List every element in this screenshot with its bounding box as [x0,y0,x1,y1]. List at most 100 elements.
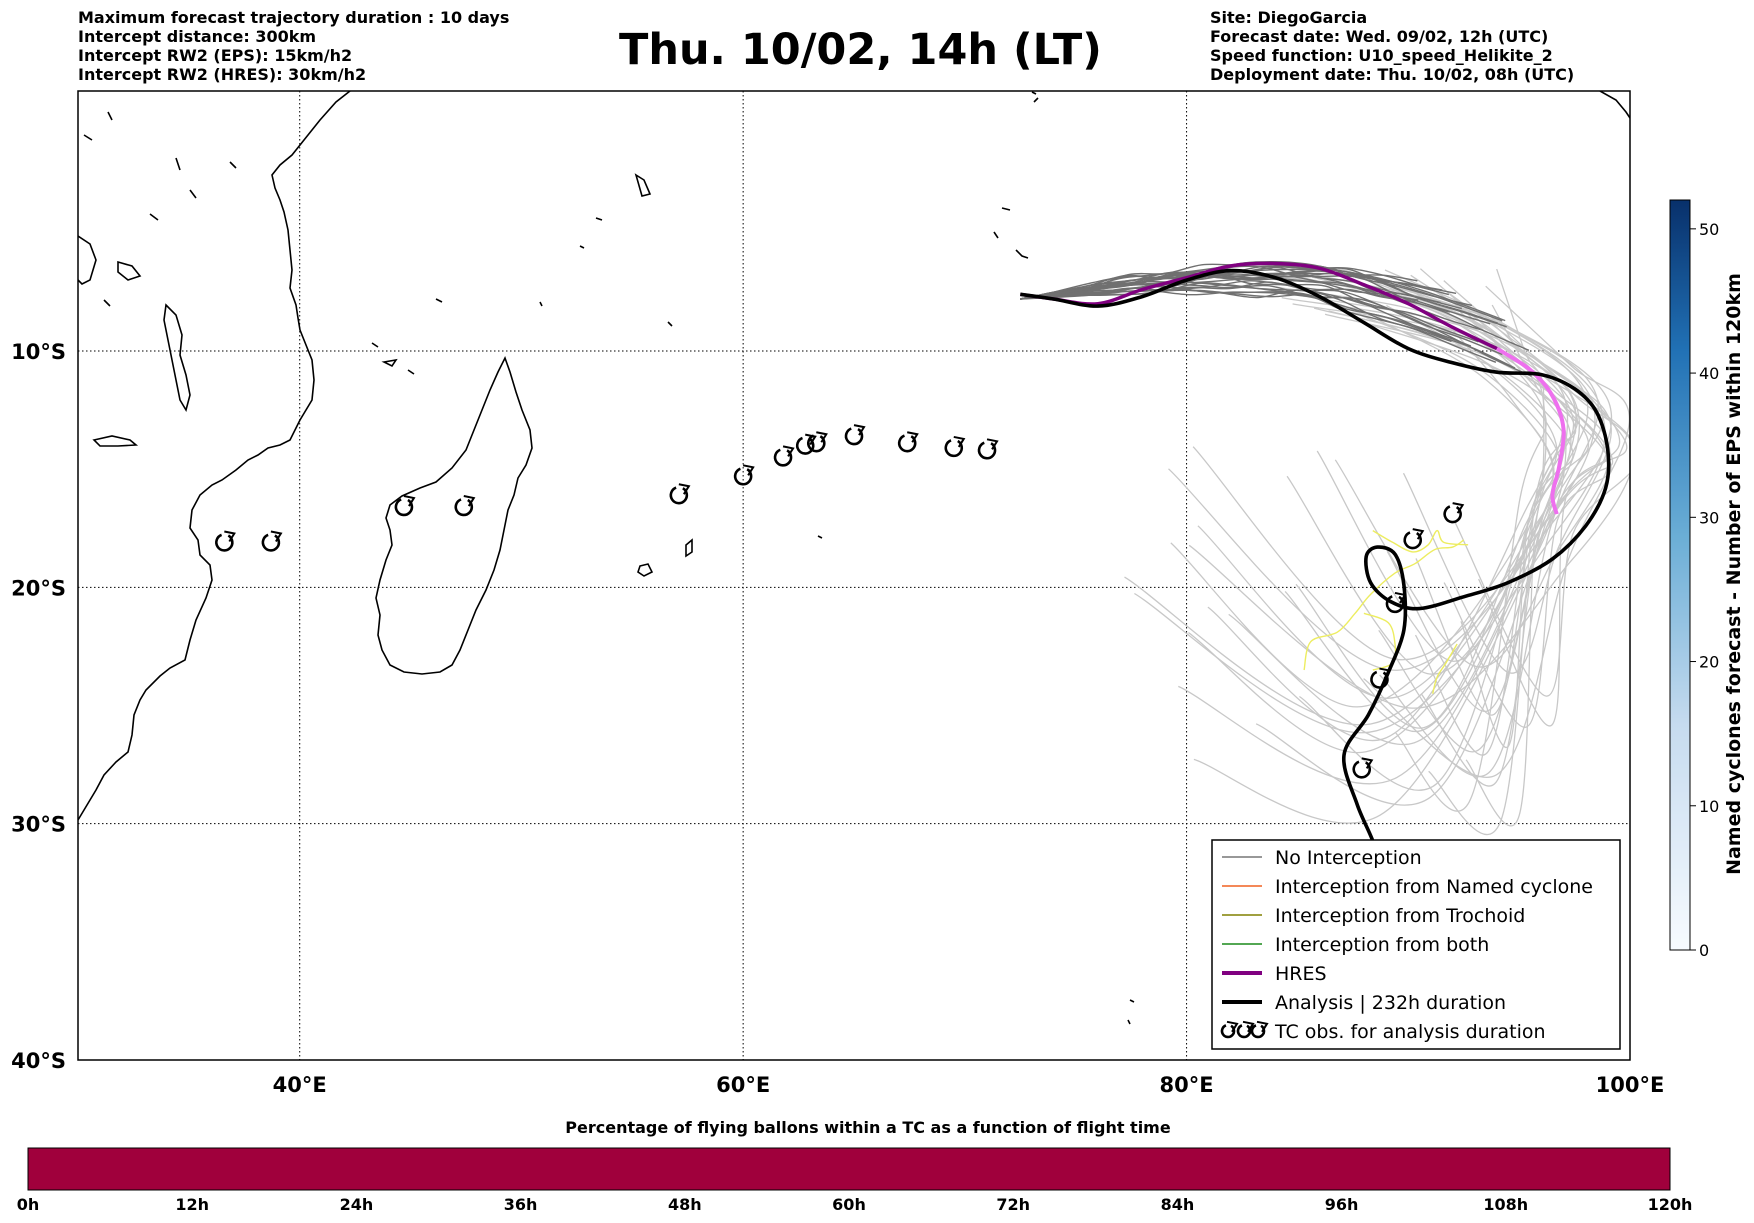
cyclone-icon [215,530,236,552]
eps-trajectory [1228,273,1604,746]
cyclone-icon [1220,1020,1239,1039]
cyclone-icon [1403,528,1425,550]
cyclone-icon [1352,757,1374,779]
header-right-line: Forecast date: Wed. 09/02, 12h (UTC) [1210,27,1549,46]
cyclone-icon [1385,591,1407,614]
colorbar-right-tick-label: 20 [1699,653,1719,672]
legend-item: Interception from both [1222,934,1489,956]
colorbar-right-tick-label: 50 [1699,220,1719,239]
tc-observations [215,424,1465,779]
legend-item: No Interception [1222,847,1422,869]
lake-tanganyika [163,303,191,413]
colorbar-right-tick-label: 30 [1699,508,1719,527]
cyclone-icon [844,424,866,446]
colorbar-bottom-title: Percentage of flying ballons within a TC… [565,1118,1171,1137]
lon-tick-label: 60°E [716,1073,770,1097]
header-left-line: Intercept RW2 (EPS): 15km/h2 [78,46,353,65]
eps-trajectory [1334,311,1611,668]
colorbar-bottom-tick-label: 84h [1161,1195,1195,1214]
lon-tick-label: 100°E [1596,1073,1665,1097]
cyclone-icon [733,464,755,486]
legend-label: No Interception [1275,847,1422,869]
colorbar-right: Named cyclones forecast - Number of EPS … [1669,199,1745,960]
header-right-line: Site: DiegoGarcia [1210,8,1368,27]
header-left-line: Maximum forecast trajectory duration : 1… [78,8,510,27]
eps-trajectory [1168,273,1613,671]
eps-trajectory-yellow [1432,643,1458,694]
map-title: Thu. 10/02, 14h (LT) [619,25,1102,75]
legend-item: HRES [1222,963,1327,985]
small-islands [83,111,1135,1025]
eps-trajectory-yellow [1303,539,1465,671]
map-tick-labels: 40°E 60°E 80°E 100°E 10°S 20°S 30°S 40°S [11,340,1664,1097]
madagascar-coastline [375,355,533,675]
eps-trajectories-yellow [1303,529,1469,694]
colorbar-right-tick-label: 40 [1699,364,1719,383]
legend-label: Interception from both [1275,934,1489,956]
cyclone-icon [1370,667,1392,689]
legend-label: Interception from Named cyclone [1275,876,1593,898]
eps-trajectory [1020,273,1450,313]
eps-trajectory-yellow [1372,529,1469,553]
legend-item: Analysis | 232h duration [1222,992,1506,1014]
eps-trajectory [1192,272,1596,661]
eps-trajectory [1020,280,1479,343]
legend-label: Analysis | 232h duration [1275,992,1506,1014]
hres-trajectory [1020,261,1566,515]
colorbar-right-tick-label: 0 [1699,941,1709,960]
legend-label: HRES [1275,963,1327,985]
colorbar-right-scale [1669,199,1691,951]
analysis-trajectory [1020,268,1611,879]
eps-trajectory [1020,289,1532,377]
cyclone-icon [773,445,795,467]
colorbar-bottom-tick-label: 120h [1648,1195,1693,1214]
eps-trajectory-yellow [1363,612,1397,671]
legend-box [1211,839,1621,1050]
colorbar-bottom-tick-label: 48h [668,1195,702,1214]
colorbar-bottom-tick-label: 24h [340,1195,374,1214]
legend-label: Interception from Trochoid [1275,905,1525,927]
sumatra [1599,91,1630,119]
legend-label: TC obs. for analysis duration [1274,1021,1546,1043]
header-left-line: Intercept RW2 (HRES): 30km/h2 [78,65,367,84]
colorbar-bottom: Percentage of flying ballons within a TC… [17,1118,1693,1214]
legend-item: Interception from Named cyclone [1222,876,1593,898]
cyclone-icon [944,435,966,458]
eps-trajectory [1207,276,1563,742]
cyclone-icon [1443,502,1465,524]
eps-trajectory [1124,294,1621,726]
colorbar-bottom-tick-label: 60h [832,1195,866,1214]
lake-malawi [92,435,139,447]
colorbar-right-label: Named cyclones forecast - Number of EPS … [1723,273,1745,875]
header-right-line: Speed function: U10_speed_Helikite_2 [1210,46,1553,65]
mascarene-islands [637,535,823,577]
eps-trajectory [1188,314,1630,709]
hres-line [1020,261,1498,351]
cyclone-icon [454,495,476,517]
eps-trajectory [1386,305,1558,749]
legend-item: Interception from Trochoid [1222,905,1525,927]
lat-tick-label: 10°S [11,340,66,364]
hres-line-tail [1495,346,1566,515]
lake-kivu [117,260,142,281]
colorbar-bottom-tick-label: 72h [996,1195,1030,1214]
colorbar-right-tick-label: 10 [1699,797,1719,816]
colorbar-bottom-tick-label: 108h [1483,1195,1528,1214]
cyclone-icon [1250,1020,1269,1039]
lon-tick-label: 40°E [273,1073,327,1097]
cyclone-icon [977,438,999,460]
grid-lines [78,91,1630,1060]
header-right-info: Site: DiegoGarcia Forecast date: Wed. 09… [1210,8,1574,84]
eps-trajectory [1197,276,1581,699]
eps-trajectories-light [1124,267,1630,836]
lake-victoria [78,235,97,285]
colorbar-bottom-tick-label: 0h [17,1195,40,1214]
cyclone-icon [807,431,828,453]
cyclone-icon [1236,1020,1255,1039]
eps-trajectory [1378,280,1577,753]
cyclone-icon [897,431,919,453]
africa-coastline [78,91,351,821]
lat-tick-label: 30°S [11,813,66,837]
header-left-info: Maximum forecast trajectory duration : 1… [78,8,509,84]
